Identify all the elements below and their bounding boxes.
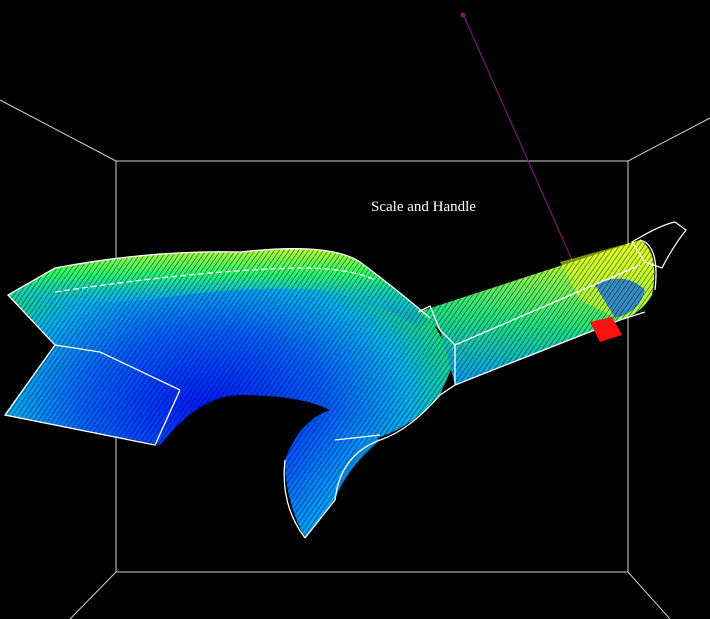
scale-body[interactable] <box>5 248 455 538</box>
probe-line <box>462 13 573 261</box>
probe-origin-marker <box>460 12 466 18</box>
probe-marker[interactable] <box>590 317 622 342</box>
geometry-outline <box>3 239 657 539</box>
scene-label: Scale and Handle <box>371 199 476 215</box>
handle[interactable] <box>418 221 687 385</box>
